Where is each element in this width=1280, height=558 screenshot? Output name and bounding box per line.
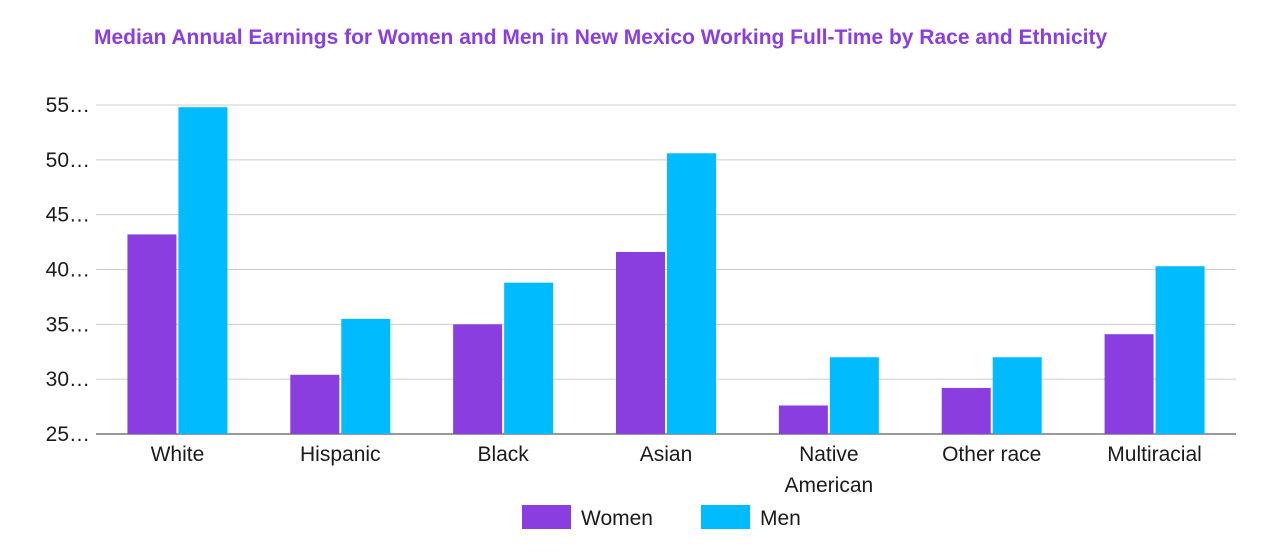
bar-women-other-race	[941, 387, 991, 434]
category-label: Hispanic	[300, 443, 381, 466]
category-label: White	[151, 443, 205, 466]
legend-swatch-women	[522, 505, 571, 529]
bar-women-black	[453, 324, 503, 434]
bar-women-multiracial	[1104, 334, 1154, 434]
y-tick-label: 40…	[46, 259, 90, 282]
y-tick-label: 35…	[46, 313, 90, 336]
y-tick-label: 50…	[46, 149, 90, 172]
bar-men-hispanic	[341, 318, 391, 434]
bar-men-native-american	[829, 357, 879, 434]
y-tick-label: 30…	[46, 368, 90, 391]
category-label: Native	[799, 443, 859, 466]
category-label: American	[785, 474, 874, 497]
category-label: Black	[477, 443, 529, 466]
legend-swatch-men	[701, 505, 750, 529]
bar-women-asian	[616, 251, 665, 434]
bar-men-other-race	[992, 357, 1042, 434]
bar-men-asian	[667, 153, 716, 434]
bar-men-black	[504, 282, 554, 434]
chart-title: Median Annual Earnings for Women and Men…	[94, 26, 1108, 49]
category-label: Other race	[942, 443, 1041, 466]
y-tick-label: 45…	[46, 204, 90, 227]
bar-women-white	[127, 234, 177, 434]
category-label: Asian	[640, 443, 693, 466]
bar-men-white	[178, 107, 228, 435]
bar-men-multiracial	[1155, 266, 1205, 434]
bar-women-hispanic	[290, 374, 340, 434]
y-tick-label: 25…	[46, 423, 90, 446]
y-tick-label: 55…	[46, 94, 90, 117]
category-label: Multiracial	[1107, 443, 1202, 466]
legend-label-men: Men	[760, 507, 801, 530]
legend-label-women: Women	[581, 507, 653, 530]
bar-women-native-american	[778, 405, 828, 434]
